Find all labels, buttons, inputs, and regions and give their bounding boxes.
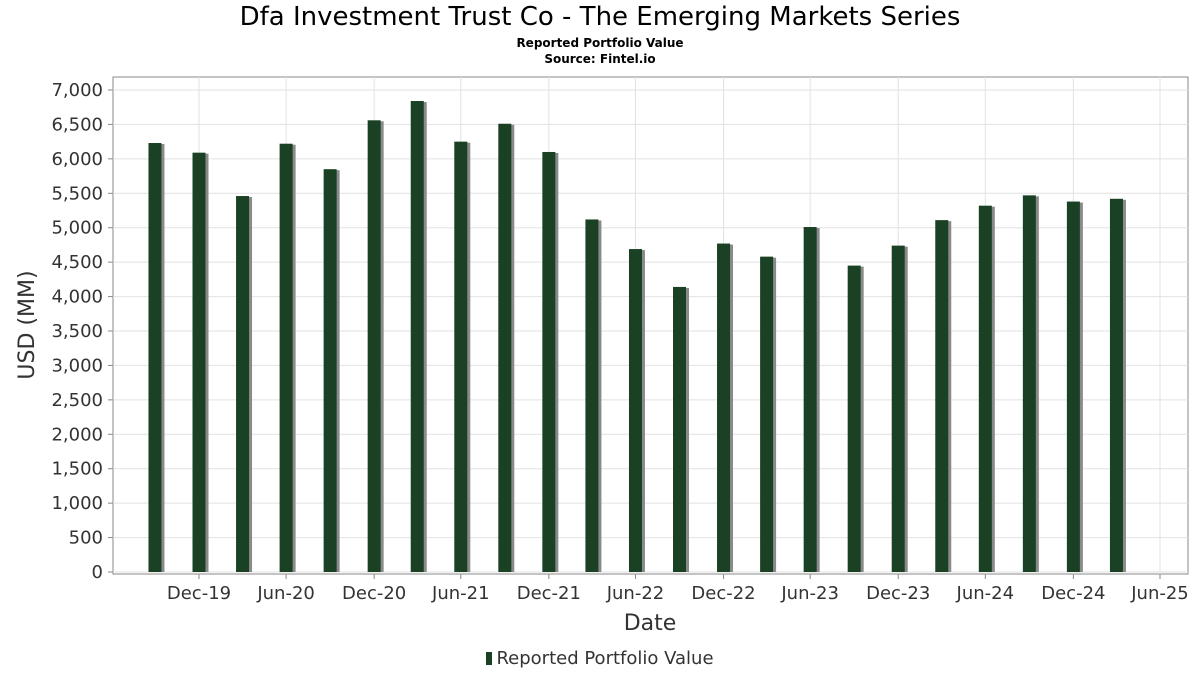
x-tick-label: Jun-25	[1130, 583, 1189, 604]
bar	[148, 143, 162, 572]
bar	[847, 265, 861, 572]
bar	[542, 151, 556, 572]
y-tick-label: 6,500	[51, 114, 103, 135]
x-axis-ticks: Dec-19 Jun-20 Dec-20 Jun-21 Dec-21 Jun-22 Dec-…	[167, 574, 1189, 604]
bar	[673, 286, 686, 572]
bar	[760, 256, 774, 572]
bar	[1022, 195, 1036, 572]
y-tick-label: 0	[92, 562, 103, 583]
y-axis-title: USD (MM)	[15, 270, 40, 379]
x-tick-label: Jun-23	[780, 583, 839, 604]
bars	[148, 101, 1126, 573]
x-tick-label: Jun-22	[606, 583, 665, 604]
legend-label: Reported Portfolio Value	[496, 648, 714, 669]
bar	[192, 152, 206, 572]
bar	[367, 120, 381, 572]
bar	[978, 205, 992, 572]
x-tick-label: Dec-19	[167, 583, 231, 604]
bar	[717, 243, 731, 572]
chart-subtitle: Reported Portfolio Value	[516, 36, 684, 50]
y-tick-label: 500	[69, 528, 103, 549]
legend: Reported Portfolio Value	[0, 648, 1200, 669]
y-tick-label: 5,000	[51, 218, 103, 239]
bar	[891, 245, 905, 573]
x-axis-title: Date	[624, 611, 677, 636]
x-tick-label: Dec-21	[517, 583, 581, 604]
bar	[935, 220, 949, 572]
x-tick-label: Jun-20	[256, 583, 315, 604]
y-tick-label: 2,500	[51, 390, 103, 411]
y-axis-ticks: 0 500 1,000 1,500 2,000 2,500 3,000 3,500 4,000 4…	[51, 80, 113, 583]
x-tick-label: Dec-20	[342, 583, 406, 604]
x-tick-label: Jun-21	[431, 583, 490, 604]
x-tick-label: Dec-22	[691, 583, 755, 604]
x-tick-label: Dec-24	[1041, 583, 1105, 604]
bar	[803, 227, 817, 573]
bar	[410, 101, 424, 572]
y-tick-label: 3,500	[51, 321, 103, 342]
chart-source: Source: Fintel.io	[544, 52, 656, 66]
bar	[236, 196, 250, 573]
bar	[454, 141, 468, 572]
y-tick-label: 2,000	[51, 424, 103, 445]
bar	[323, 169, 337, 572]
bar	[498, 123, 512, 573]
y-tick-label: 4,000	[51, 287, 103, 308]
x-tick-label: Jun-24	[956, 583, 1015, 604]
y-tick-label: 5,500	[51, 183, 103, 204]
x-tick-label: Dec-23	[866, 583, 930, 604]
y-tick-label: 7,000	[51, 80, 103, 101]
bar	[628, 249, 642, 572]
y-tick-label: 1,500	[51, 459, 103, 480]
legend-swatch	[486, 652, 493, 665]
y-tick-label: 4,500	[51, 252, 103, 273]
bar	[1066, 201, 1080, 572]
y-tick-label: 6,000	[51, 149, 103, 170]
chart-title: Dfa Investment Trust Co - The Emerging M…	[239, 2, 961, 32]
bar	[585, 219, 599, 573]
bar	[1109, 198, 1123, 572]
bar	[279, 143, 293, 573]
y-tick-label: 3,000	[51, 355, 103, 376]
y-tick-label: 1,000	[51, 493, 103, 514]
